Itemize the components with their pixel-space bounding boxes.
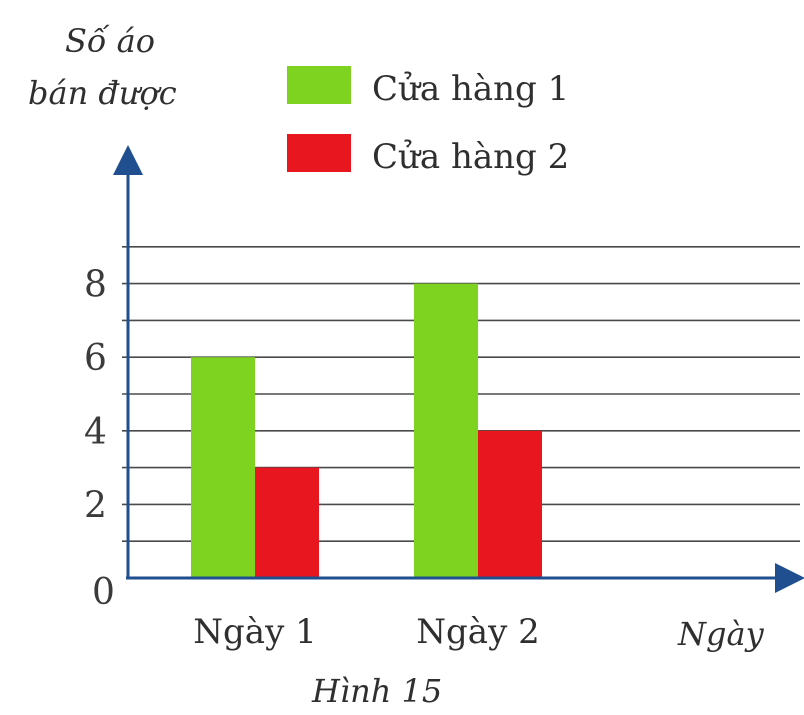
bar-1-2 [414,283,478,578]
bar-1-1 [191,357,255,578]
y-tick-label: 2 [84,485,107,526]
bar-2-1 [255,467,319,578]
y-axis-title-line1: Số áo [65,22,155,60]
legend-swatch-series-1 [287,66,351,104]
x-categories: Ngày 1 Ngày 2 [193,612,539,652]
y-ticks: 0 2 4 6 8 [84,265,115,613]
legend: Cửa hàng 1 Cửa hàng 2 [287,66,569,177]
figure-caption: Hình 15 [311,672,442,710]
x-category-label: Ngày 2 [416,612,539,652]
y-tick-label: 6 [84,338,107,379]
y-tick-label: 0 [92,572,115,613]
y-tick-label: 8 [84,265,107,306]
legend-label-series-1: Cửa hàng 1 [372,69,569,109]
y-axis-title-line2: bán được [28,74,177,112]
x-category-label: Ngày 1 [193,612,316,652]
x-axis-title: Ngày [677,615,765,653]
legend-label-series-2: Cửa hàng 2 [372,137,569,177]
bars [191,283,542,578]
axes [113,145,804,593]
y-tick-label: 4 [84,412,107,453]
bar-2-2 [478,430,542,578]
legend-swatch-series-2 [287,134,351,172]
